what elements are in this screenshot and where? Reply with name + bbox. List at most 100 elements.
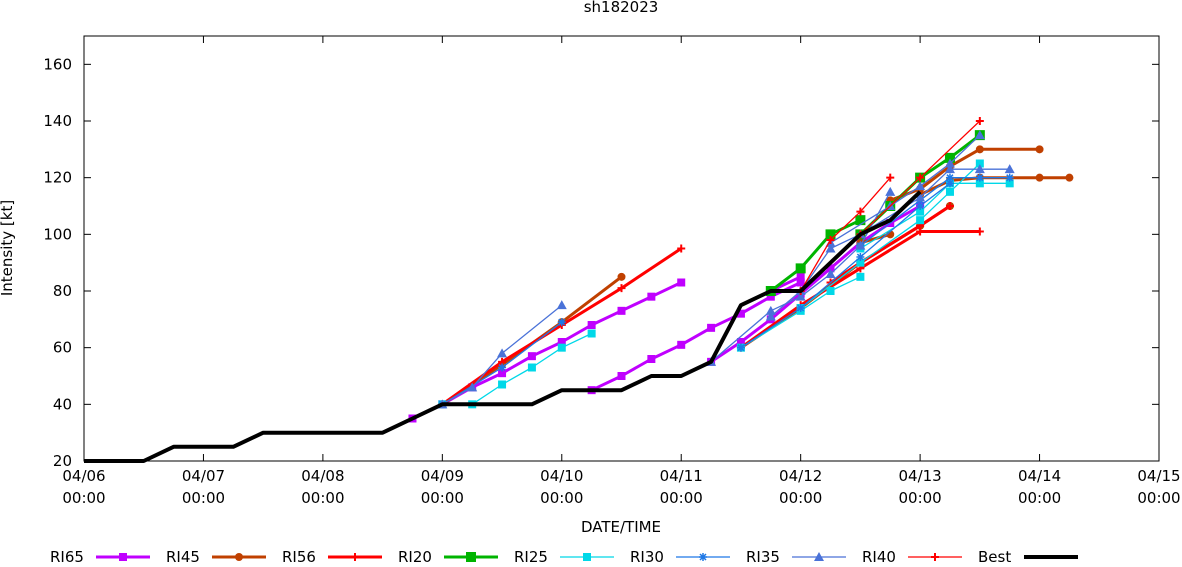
data-point — [498, 380, 507, 389]
series-ri25 — [438, 159, 1014, 409]
data-point — [915, 192, 926, 202]
x-tick-label-time: 00:00 — [1018, 489, 1061, 507]
x-tick-label-date: 04/09 — [421, 467, 464, 485]
legend-item-ri45: RI45 — [166, 548, 266, 566]
data-point — [587, 329, 596, 338]
series-line — [590, 281, 802, 392]
y-tick-label: 100 — [43, 225, 72, 243]
data-point — [587, 321, 596, 329]
series-line — [919, 176, 1070, 197]
x-tick-label-date: 04/08 — [301, 467, 344, 485]
y-tick-label: 160 — [43, 55, 72, 73]
data-point — [944, 152, 955, 163]
data-point — [765, 305, 776, 315]
y-tick-label: 40 — [53, 395, 72, 413]
y-tick-label: 80 — [53, 282, 72, 300]
data-point — [795, 291, 806, 301]
data-point — [617, 306, 626, 315]
series-line — [769, 218, 862, 293]
series-line — [829, 204, 951, 284]
data-point — [945, 173, 954, 182]
data-point — [796, 278, 805, 287]
data-point — [527, 352, 536, 361]
data-point — [944, 158, 955, 168]
data-point — [736, 338, 745, 346]
data-point — [974, 130, 985, 140]
legend-label: Best — [978, 548, 1011, 566]
legend-item-ri65: RI65 — [50, 548, 150, 566]
data-point — [796, 304, 805, 312]
data-point — [557, 338, 566, 346]
data-point — [916, 216, 925, 225]
data-point — [617, 284, 626, 293]
data-point — [795, 263, 806, 274]
series-ri30 — [438, 173, 1014, 409]
data-point — [1035, 145, 1044, 154]
series-line — [710, 191, 891, 363]
y-tick-label: 140 — [43, 112, 72, 130]
data-point — [766, 292, 775, 301]
legend-label: RI25 — [514, 548, 548, 566]
data-point — [825, 243, 836, 253]
data-point — [119, 553, 127, 561]
data-point — [498, 369, 507, 378]
data-point — [677, 340, 686, 349]
data-point — [351, 553, 359, 561]
x-tick-label-time: 00:00 — [421, 489, 464, 507]
data-point — [945, 202, 954, 210]
series-line — [800, 177, 891, 292]
series-line — [442, 332, 592, 405]
data-point — [1005, 179, 1014, 188]
data-point — [647, 355, 656, 363]
data-point — [826, 287, 835, 295]
data-point — [826, 264, 835, 273]
data-point — [945, 179, 954, 188]
data-point — [765, 311, 776, 321]
data-point — [916, 207, 925, 216]
data-point — [677, 244, 686, 253]
legend-item-ri56: RI56 — [282, 548, 382, 566]
data-point — [556, 300, 567, 310]
x-tick-label-date: 04/12 — [779, 467, 822, 485]
x-tick-label-time: 00:00 — [660, 489, 703, 507]
x-tick-label-time: 00:00 — [898, 489, 941, 507]
data-point — [796, 272, 805, 281]
legend-label: RI65 — [50, 548, 84, 566]
data-point — [916, 202, 925, 210]
data-point — [975, 227, 984, 236]
series-best — [84, 190, 922, 463]
data-point — [498, 363, 507, 372]
legend: RI65 RI45 RI56 RI20 RI25 RI30 RI35 RI40 Best — [50, 548, 1078, 566]
series-line — [441, 304, 563, 405]
series-line — [740, 276, 861, 349]
x-tick-label-date: 04/06 — [62, 467, 105, 485]
x-axis-label: DATE/TIME — [581, 518, 661, 536]
data-point — [975, 159, 984, 168]
data-point — [886, 230, 895, 239]
legend-item-ri35: RI35 — [746, 548, 846, 566]
x-tick-label-time: 00:00 — [182, 489, 225, 507]
data-point — [855, 240, 866, 250]
legend-label: RI56 — [282, 548, 316, 566]
x-tick-label-time: 00:00 — [1137, 489, 1180, 507]
data-point — [975, 117, 984, 125]
legend-label: RI35 — [746, 548, 780, 566]
series-ri65 — [408, 202, 925, 423]
data-point — [617, 372, 626, 380]
x-tick-label-time: 00:00 — [62, 489, 105, 507]
legend-label: RI45 — [166, 548, 200, 566]
data-point — [699, 553, 707, 561]
data-point — [1005, 173, 1014, 182]
data-point — [235, 553, 243, 561]
data-point — [707, 323, 716, 332]
series-ri20 — [765, 130, 985, 296]
data-point — [931, 553, 939, 561]
data-point — [825, 269, 836, 278]
data-point — [886, 173, 895, 182]
chart-title: sh182023 — [584, 0, 659, 16]
data-point — [856, 253, 865, 261]
data-point — [557, 343, 566, 352]
legend-item-ri25: RI25 — [514, 548, 614, 566]
data-point — [1035, 173, 1044, 182]
data-point — [736, 309, 745, 318]
